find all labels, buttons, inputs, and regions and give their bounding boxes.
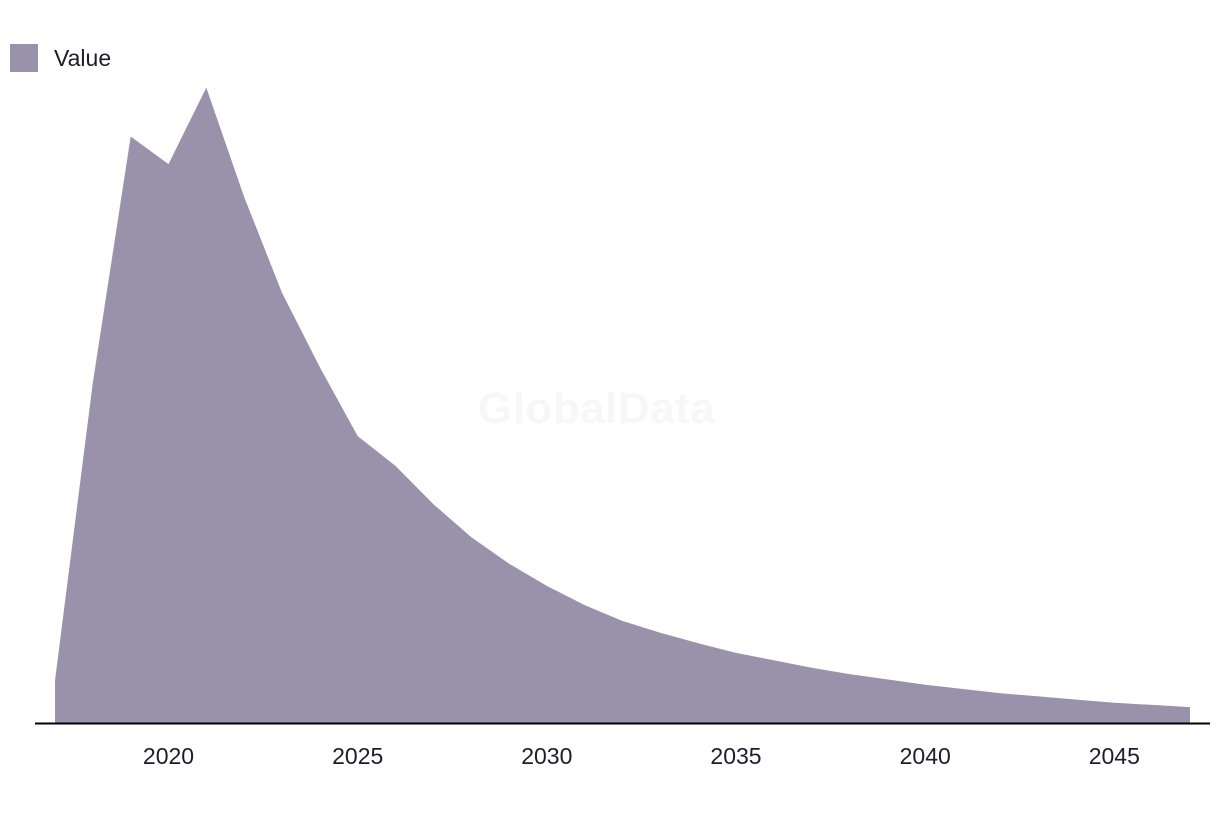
x-tick-label: 2045 — [1089, 743, 1140, 769]
x-tick-label: 2040 — [900, 743, 951, 769]
legend: Value — [10, 44, 111, 72]
x-tick-label: 2035 — [710, 743, 761, 769]
legend-label: Value — [54, 44, 112, 71]
x-tick-label: 2030 — [521, 743, 572, 769]
area-series-value — [55, 87, 1190, 724]
x-tick-label: 2025 — [332, 743, 383, 769]
legend-swatch — [10, 44, 38, 72]
x-tick-label: 2020 — [143, 743, 194, 769]
watermark: GlobalData — [478, 384, 716, 433]
